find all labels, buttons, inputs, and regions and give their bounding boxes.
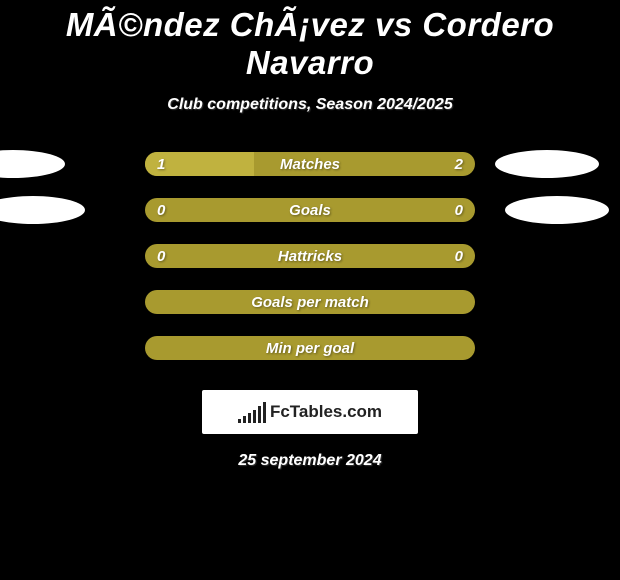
stat-value-left: 0 <box>157 248 165 265</box>
logo-bar <box>248 413 251 423</box>
logo-bar <box>238 419 241 423</box>
spacer <box>495 288 599 316</box>
logo-bar <box>243 416 246 423</box>
stat-value-right: 0 <box>455 248 463 265</box>
logo-box: FcTables.com <box>202 390 418 434</box>
stat-bar: Min per goal <box>145 336 475 360</box>
stat-label: Min per goal <box>266 340 354 357</box>
stat-label: Goals <box>289 202 331 219</box>
stat-row: Goals per match <box>0 290 620 314</box>
date-text: 25 september 2024 <box>238 452 381 470</box>
stat-label: Goals per match <box>251 294 369 311</box>
stat-value-left: 1 <box>157 156 165 173</box>
spacer <box>21 242 125 270</box>
spacer <box>495 334 599 362</box>
stat-row: 1 2 Matches <box>0 152 620 176</box>
player-right-icon <box>505 196 609 224</box>
logo-bar <box>253 410 256 423</box>
stat-value-right: 2 <box>455 156 463 173</box>
stat-value-right: 0 <box>455 202 463 219</box>
player-left-icon <box>0 196 85 224</box>
comparison-container: MÃ©ndez ChÃ¡vez vs Cordero Navarro Club … <box>0 0 620 470</box>
stat-value-left: 0 <box>157 202 165 219</box>
stat-bar: 0 0 Goals <box>145 198 475 222</box>
stat-row: 0 0 Hattricks <box>0 244 620 268</box>
subtitle: Club competitions, Season 2024/2025 <box>167 96 452 114</box>
stat-label: Hattricks <box>278 248 342 265</box>
stats-rows: 1 2 Matches 0 0 Goals 0 0 Hattricks Goals per mat… <box>0 152 620 382</box>
player-right-icon <box>495 150 599 178</box>
stat-bar: 1 2 Matches <box>145 152 475 176</box>
page-title: MÃ©ndez ChÃ¡vez vs Cordero Navarro <box>0 6 620 82</box>
stat-row: 0 0 Goals <box>0 198 620 222</box>
logo-bar <box>263 402 266 423</box>
stat-bar: 0 0 Hattricks <box>145 244 475 268</box>
player-left-icon <box>0 150 65 178</box>
stat-bar: Goals per match <box>145 290 475 314</box>
stat-row: Min per goal <box>0 336 620 360</box>
spacer <box>21 334 125 362</box>
spacer <box>495 242 599 270</box>
stat-label: Matches <box>280 156 340 173</box>
logo-bar <box>258 406 261 423</box>
logo-text: FcTables.com <box>270 402 382 422</box>
logo-chart-icon <box>238 401 266 423</box>
spacer <box>21 288 125 316</box>
